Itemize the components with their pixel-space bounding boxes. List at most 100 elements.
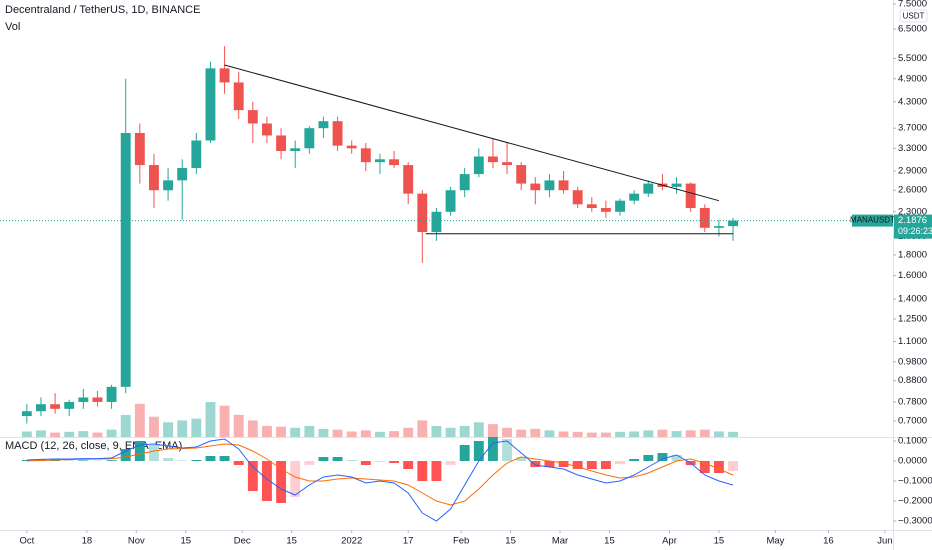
macd-histogram-bar	[502, 439, 513, 461]
candle-body	[36, 404, 46, 412]
y-tick-label: 1.4000	[898, 294, 927, 305]
y-tick-label: 3.3000	[898, 143, 927, 154]
macd-histogram-bar	[431, 461, 442, 481]
macd-histogram-bar	[134, 441, 145, 461]
macd-histogram-bar	[247, 461, 258, 491]
volume-bar	[643, 430, 654, 437]
candle-body	[389, 159, 400, 166]
candle-body	[445, 190, 456, 212]
macd-histogram-bar	[558, 461, 569, 467]
macd-histogram-bar	[360, 461, 371, 465]
x-tick-label: Apr	[662, 536, 677, 547]
x-tick-label: Oct	[19, 536, 34, 547]
macd-histogram-bar	[262, 461, 272, 501]
x-tick-label: Feb	[453, 536, 469, 547]
macd-histogram-bar	[487, 437, 498, 461]
x-tick-label: 2022	[341, 536, 362, 547]
volume-bar	[473, 422, 484, 437]
candle-body	[600, 208, 611, 212]
candle-body	[417, 193, 428, 233]
macd-histogram-bar	[389, 461, 400, 463]
macd-histogram-bar	[177, 460, 188, 461]
macd-histogram-bar	[318, 457, 329, 461]
x-tick-label: May	[766, 536, 784, 547]
candle-body	[643, 183, 654, 194]
volume-bar	[318, 428, 329, 437]
macd-histogram-bar	[149, 445, 159, 461]
y-tick-label: 1.6000	[898, 270, 927, 281]
volume-bar	[417, 420, 428, 437]
volume-bar	[106, 429, 117, 437]
macd-line	[26, 438, 734, 522]
volume-title: Vol	[5, 21, 20, 33]
y-tick-label: 0.0000	[898, 456, 927, 467]
candle-body	[332, 121, 343, 146]
volume-bar	[586, 432, 597, 437]
x-tick-label: 15	[286, 536, 297, 547]
volume-bar	[360, 430, 371, 437]
volume-bar	[544, 430, 555, 437]
macd-histogram-bar	[516, 457, 527, 461]
volume-bar	[713, 431, 724, 437]
macd-histogram-bar	[374, 461, 385, 462]
candle-body	[177, 168, 188, 181]
y-tick-label: −0.1000	[898, 476, 932, 487]
volume-bar	[615, 431, 625, 437]
candle-body	[134, 133, 145, 166]
ticker-label: MANAUSDT	[850, 216, 895, 225]
macd-histogram-bar	[643, 455, 654, 461]
candle-body	[629, 193, 640, 201]
volume-bar	[346, 431, 357, 437]
candle-body	[318, 121, 329, 129]
volume-bar	[304, 425, 315, 437]
volume-bar	[205, 402, 216, 437]
candle-body	[304, 128, 315, 149]
volume-bar	[572, 431, 583, 437]
volume-bar	[163, 422, 174, 437]
macd-histogram-bar	[459, 445, 470, 461]
x-tick-label: Mar	[552, 536, 568, 547]
candle-body	[459, 174, 470, 191]
macd-histogram-bar	[304, 461, 315, 465]
y-tick-label: 0.9800	[898, 356, 927, 367]
x-tick-label: 16	[823, 536, 834, 547]
volume-bar	[134, 403, 145, 437]
y-tick-label: −0.3000	[898, 516, 932, 527]
x-tick-label: 18	[82, 536, 93, 547]
volume-bar	[487, 424, 498, 437]
candle-body	[728, 220, 738, 227]
candle-body	[685, 183, 696, 209]
macd-histogram-bar	[276, 461, 287, 503]
volume-bar	[558, 431, 569, 437]
candle-body	[671, 183, 682, 187]
y-tick-label: 3.7000	[898, 123, 927, 134]
candle-body	[120, 133, 131, 387]
trendline	[224, 64, 720, 202]
candle-body	[544, 180, 555, 191]
candle-body	[163, 180, 174, 191]
volume-bar	[177, 420, 188, 437]
volume-bar	[459, 425, 470, 437]
macd-histogram-bar	[78, 460, 89, 461]
macd-histogram-bar	[191, 460, 202, 461]
volume-bar	[728, 431, 738, 437]
volume-bar	[50, 432, 61, 437]
candle-body	[205, 68, 216, 141]
candle-body	[78, 397, 89, 402]
y-tick-label: 2.3000	[898, 206, 927, 217]
macd-histogram-bar	[346, 460, 357, 461]
candle-body	[191, 140, 202, 169]
macd-histogram-bar	[473, 441, 484, 461]
volume-bar	[445, 427, 456, 437]
macd-histogram-bar	[417, 461, 428, 481]
currency[interactable]: USDT	[903, 12, 925, 21]
currency-box[interactable]	[899, 9, 928, 23]
price-pane	[0, 46, 893, 437]
macd-histogram-bar	[120, 449, 131, 461]
price-tag	[894, 214, 932, 239]
x-tick-label: 15	[505, 536, 516, 547]
macd-histogram-bar	[403, 461, 414, 469]
signal-line	[26, 443, 734, 506]
macd-histogram-bar	[728, 461, 738, 471]
volume-bar	[389, 431, 400, 437]
